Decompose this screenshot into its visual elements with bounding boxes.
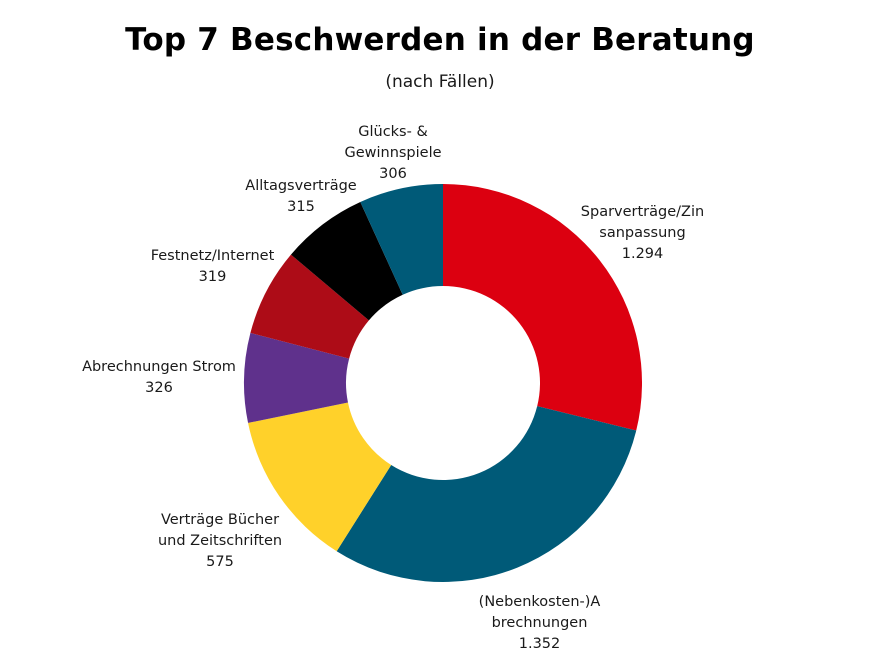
- slice-label-value: 326: [145, 380, 173, 396]
- donut-slice: [443, 184, 642, 431]
- donut-slice: [248, 402, 392, 552]
- slice-label: Sparverträge/Zin sanpassung 1.294: [555, 202, 730, 265]
- slice-label: Abrechnungen Strom 326: [73, 357, 245, 399]
- slice-label: (Nebenkosten-)A brechnungen 1.352: [452, 592, 627, 655]
- slice-label: Festnetz/Internet 319: [140, 246, 285, 288]
- slice-label: Glücks- & Gewinnspiele 306: [333, 122, 453, 185]
- slice-label-value: 319: [198, 269, 227, 285]
- slice-label-name: Alltagsverträge: [245, 178, 357, 194]
- chart-title: Top 7 Beschwerden in der Beratung: [125, 22, 755, 58]
- slice-label-value: 1.294: [621, 246, 664, 262]
- donut-slice: [290, 201, 403, 321]
- slice-label-name: Abrechnungen Strom: [82, 359, 236, 375]
- donut-slice: [250, 254, 369, 359]
- slice-label-value: 1.352: [518, 636, 561, 652]
- slice-label-value: 315: [287, 199, 315, 215]
- slice-label: Verträge Bücher und Zeitschriften 575: [135, 510, 305, 573]
- slice-label-name: Glücks- & Gewinnspiele: [344, 124, 442, 161]
- slice-label-value: 306: [379, 166, 407, 182]
- donut-slice: [336, 406, 637, 582]
- slice-label-name: Festnetz/Internet: [150, 248, 275, 264]
- slice-label-name: (Nebenkosten-)A brechnungen: [478, 594, 601, 631]
- slice-label-name: Verträge Bücher und Zeitschriften: [157, 512, 283, 549]
- slice-label: Alltagsverträge 315: [235, 176, 367, 218]
- slice-label-value: 575: [206, 554, 234, 570]
- chart-subtitle: (nach Fällen): [385, 72, 495, 92]
- donut-slice: [360, 184, 443, 295]
- donut-slice: [243, 332, 350, 423]
- slice-label-name: Sparverträge/Zin sanpassung: [580, 204, 705, 241]
